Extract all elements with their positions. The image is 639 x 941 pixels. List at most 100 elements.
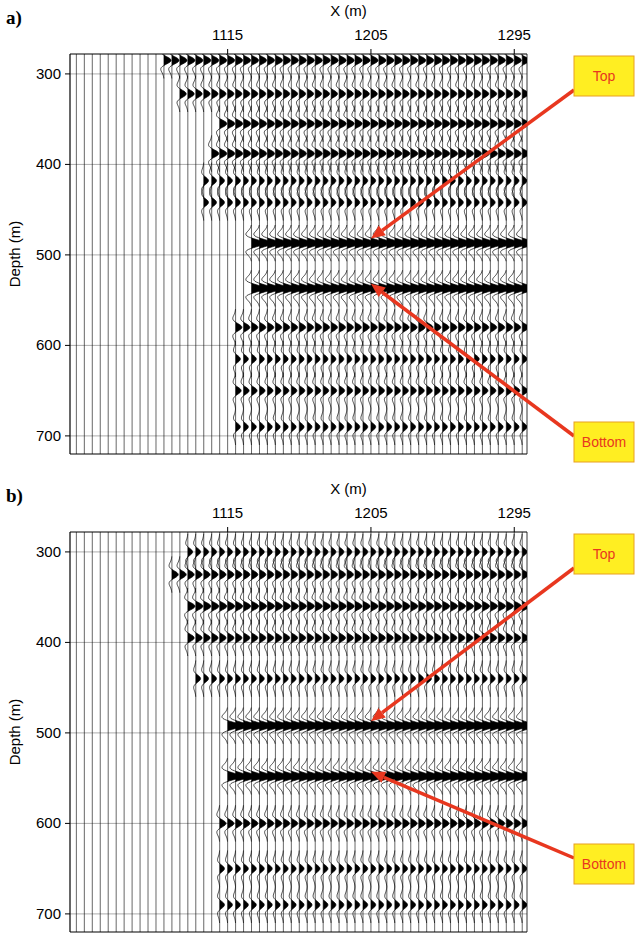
wavelet [512, 409, 519, 445]
wavelet-fill [482, 54, 489, 78]
wavelet-fill [482, 851, 487, 887]
wavelet [297, 409, 304, 445]
wavelet [511, 556, 520, 592]
wavelet [392, 135, 402, 171]
wavelet-fill [323, 556, 329, 592]
wavelet-fill [466, 887, 471, 923]
wavelet [409, 534, 416, 570]
wavelet-fill [307, 620, 313, 656]
wavelet-fill [299, 805, 305, 841]
wavelet [233, 851, 240, 887]
wavelet-fill [283, 534, 288, 570]
axes: 300400500600700111512051295 [36, 26, 531, 454]
wavelet [400, 76, 409, 112]
wavelet-fill [347, 851, 352, 887]
wavelet [241, 805, 250, 841]
wavelet [305, 184, 312, 220]
wavelet-fill [419, 309, 425, 345]
wavelet-fill [435, 373, 441, 409]
wavelet-fill [371, 341, 376, 377]
wavelet-fill [339, 373, 345, 409]
wavelet [376, 54, 386, 78]
wavelet [472, 76, 481, 112]
wavelet-fill [482, 805, 488, 841]
wavelet [440, 851, 447, 887]
wavelet-fill [323, 620, 329, 656]
wavelet [248, 106, 258, 142]
wavelet-fill [443, 409, 448, 445]
wavelet-fill [267, 620, 273, 656]
wavelet [464, 309, 473, 345]
wavelet [472, 309, 481, 345]
wavelet-fill [331, 556, 337, 592]
wavelet [345, 341, 352, 377]
wavelet [377, 341, 384, 377]
wavelet-fill [403, 341, 408, 377]
wavelet [328, 556, 337, 592]
wavelet [504, 409, 511, 445]
wavelet-fill [267, 163, 272, 199]
wavelet-fill [371, 409, 376, 445]
wavelet [273, 373, 281, 409]
wavelet [313, 373, 321, 409]
wavelet [177, 54, 187, 78]
wavelet-fill [283, 887, 288, 923]
wavelet [377, 887, 384, 923]
wavelet-fill [252, 76, 258, 112]
wavelet [480, 534, 487, 570]
wavelet-fill [180, 76, 186, 112]
wavelet [257, 184, 264, 220]
wavelet [209, 556, 218, 592]
wavelet [320, 76, 329, 112]
wavelet-fill [403, 163, 408, 199]
wavelet [265, 76, 274, 112]
wavelet-fill [419, 373, 425, 409]
wavelet-fill [355, 184, 360, 220]
wavelet-fill [435, 409, 440, 445]
wavelet-fill [482, 76, 488, 112]
wavelet [352, 76, 361, 112]
wavelet [512, 851, 519, 887]
wavelet [393, 534, 400, 570]
wavelet [401, 851, 408, 887]
wavelet [377, 409, 384, 445]
wavelet [336, 76, 345, 112]
wavelet [313, 661, 320, 697]
wavelet [353, 851, 360, 887]
wavelet-fill [228, 76, 234, 112]
wavelet-fill [315, 805, 321, 841]
wavelet [240, 106, 250, 142]
wavelet-fill [498, 76, 504, 112]
wavelet-fill [474, 184, 479, 220]
wavelet-fill [395, 620, 401, 656]
wavelet-fill [259, 805, 265, 841]
wavelet [455, 106, 465, 142]
wavelet [264, 588, 274, 624]
wavelet [511, 620, 520, 656]
wavelet [265, 373, 273, 409]
wavelet [313, 163, 320, 199]
wavelet-fill [363, 184, 368, 220]
wavelet-fill [267, 661, 272, 697]
wavelet [280, 54, 290, 78]
wavelet [408, 106, 418, 142]
wavelet [209, 620, 218, 656]
wavelet-fill [196, 556, 202, 592]
wavelet [329, 661, 336, 697]
y-axis-title: Depth (m) [6, 699, 23, 766]
wavelet [433, 661, 440, 697]
wavelet [464, 76, 473, 112]
wavelet [520, 534, 527, 570]
wavelet [393, 184, 400, 220]
wavelet-fill [228, 661, 233, 697]
wavelet-fill [474, 556, 480, 592]
wavelet-fill [220, 620, 226, 656]
wavelet [241, 373, 249, 409]
wavelet-fill [506, 805, 512, 841]
x-tick [227, 527, 228, 532]
wavelet-fill [339, 163, 344, 199]
wavelet [312, 620, 321, 656]
wavelet-fill [315, 76, 321, 112]
wavelet [225, 556, 234, 592]
wavelet-fill [498, 184, 503, 220]
